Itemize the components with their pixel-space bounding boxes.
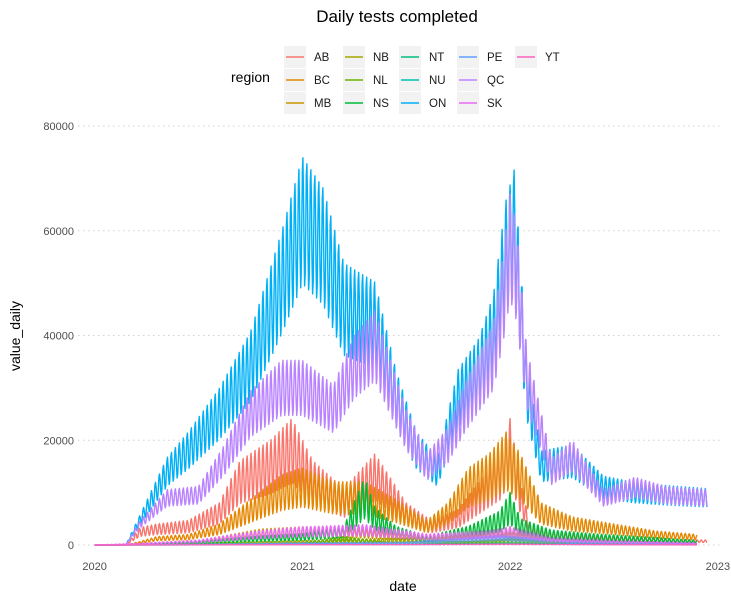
series-line-bc — [94, 432, 698, 546]
legend-label-sk: SK — [487, 98, 503, 110]
legend-label-nt: NT — [429, 52, 444, 64]
legend-title: region — [231, 69, 270, 85]
legend-label-on: ON — [429, 98, 446, 110]
series-layer — [94, 157, 708, 546]
x-tick-label: 2021 — [290, 561, 314, 573]
legend-label-ab: AB — [314, 52, 330, 64]
x-axis-title: date — [389, 578, 416, 594]
legend-label-yt: YT — [545, 52, 560, 64]
legend-label-bc: BC — [314, 75, 330, 87]
legend-label-mb: MB — [314, 98, 332, 110]
legend: region AB BC MB NB NL NS NT NU ON PE QC SK YT — [231, 46, 560, 114]
y-tick-label: 80000 — [43, 121, 74, 133]
series-line-qc — [94, 193, 708, 546]
x-tick-label: 2023 — [706, 561, 730, 573]
series-line-on — [94, 157, 708, 546]
legend-label-nb: NB — [373, 52, 389, 64]
y-axis: 0 20000 40000 60000 80000 — [43, 121, 74, 552]
legend-label-pe: PE — [487, 52, 503, 64]
y-tick-label: 20000 — [43, 435, 74, 447]
x-tick-label: 2020 — [82, 561, 106, 573]
legend-label-qc: QC — [487, 75, 504, 87]
y-tick-label: 40000 — [43, 331, 74, 343]
y-axis-title: value_daily — [7, 301, 23, 371]
chart-title: Daily tests completed — [316, 7, 478, 26]
legend-label-ns: NS — [373, 98, 389, 110]
x-tick-label: 2022 — [498, 561, 522, 573]
x-axis: 2020 2021 2022 2023 — [82, 561, 730, 573]
legend-label-nl: NL — [373, 75, 388, 87]
y-tick-label: 60000 — [43, 226, 74, 238]
legend-label-nu: NU — [429, 75, 446, 87]
y-tick-label: 0 — [68, 540, 74, 552]
series-line-sk — [94, 524, 698, 546]
series-line-yt — [94, 543, 697, 546]
